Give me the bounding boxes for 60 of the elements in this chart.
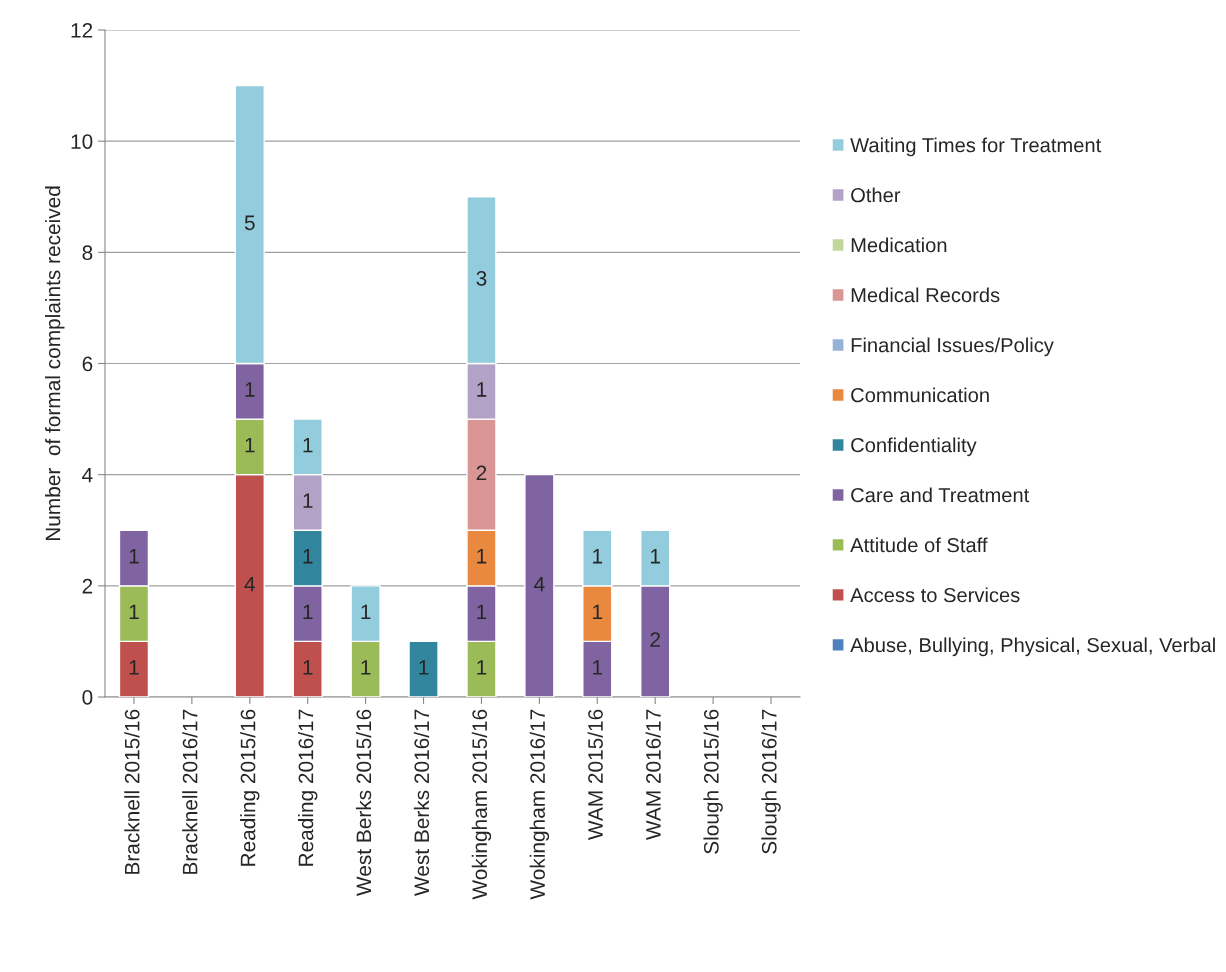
y-tick-label: 6 [82,356,93,372]
data-label: 1 [245,382,255,397]
data-label: 1 [245,437,255,453]
y-tick-label: 10 [71,134,93,149]
data-label: 1 [477,382,487,397]
x-tick-label: Slough 2016/17 [761,709,781,854]
x-tick-label: WAM 2016/17 [645,709,661,840]
legend-label: Other [851,187,901,203]
x-tick-label: Wokingham 2016/17 [529,709,550,900]
data-label: 1 [593,660,603,675]
y-tick-label: 0 [82,690,93,705]
x-tick-label: WAM 2015/16 [587,709,603,840]
data-label: 1 [419,660,429,675]
legend-label: Medical Records [851,287,1000,303]
legend-label: Attitude of Staff [850,537,988,553]
data-label: 1 [303,604,313,620]
data-label: 1 [303,493,313,508]
data-label: 1 [477,549,487,564]
data-label: 4 [244,576,255,592]
y-tick-label: 12 [71,23,93,38]
data-label: 1 [477,604,487,620]
data-label: 1 [361,660,371,675]
x-tick-label: Reading 2015/16 [240,709,260,866]
x-tick-label: Bracknell 2015/16 [124,709,140,874]
bar [408,640,439,697]
legend-label: Financial Issues/Policy [851,337,1054,357]
x-tick-label: Wokingham 2015/16 [471,709,492,900]
x-tick-label: West Berks 2015/16 [355,709,372,896]
legend-label: Waiting Times for Treatment [850,137,1102,157]
data-label: 1 [361,604,371,620]
y-tick-label: 8 [82,245,93,261]
x-tick-label: Slough 2015/16 [703,709,723,854]
x-tick-label: Reading 2016/17 [298,709,318,866]
data-label: 1 [129,604,139,620]
legend-label: Abuse, Bullying, Physical, Sexual, Verbal [850,637,1215,657]
data-label: 5 [244,215,255,231]
data-label: 1 [303,660,313,675]
data-label: 2 [476,465,487,481]
x-tick-label: West Berks 2016/17 [413,709,430,896]
data-label: 1 [651,549,660,564]
data-label: 1 [477,660,487,675]
legend-label: Communication [851,387,989,403]
legend-label: Medication [851,237,947,253]
y-tick-label: 4 [82,467,93,483]
data-label: 1 [303,549,313,564]
legend-label: Care and Treatment [851,487,1030,503]
data-label: 1 [303,437,313,453]
data-label: 1 [129,549,139,564]
legend-label: Access to Services [850,587,1020,603]
x-tick-label: Bracknell 2016/17 [182,709,198,874]
data-label: 1 [129,660,139,675]
data-label: 2 [650,632,660,647]
legend-label: Confidentiality [851,437,977,457]
bar [524,473,555,697]
data-label: 3 [476,270,487,286]
y-axis-title: Number of formal complaints received [45,186,65,541]
data-label: 1 [593,549,603,564]
data-label: 4 [534,576,545,592]
y-tick-label: 2 [82,578,93,594]
data-label: 1 [593,604,603,620]
